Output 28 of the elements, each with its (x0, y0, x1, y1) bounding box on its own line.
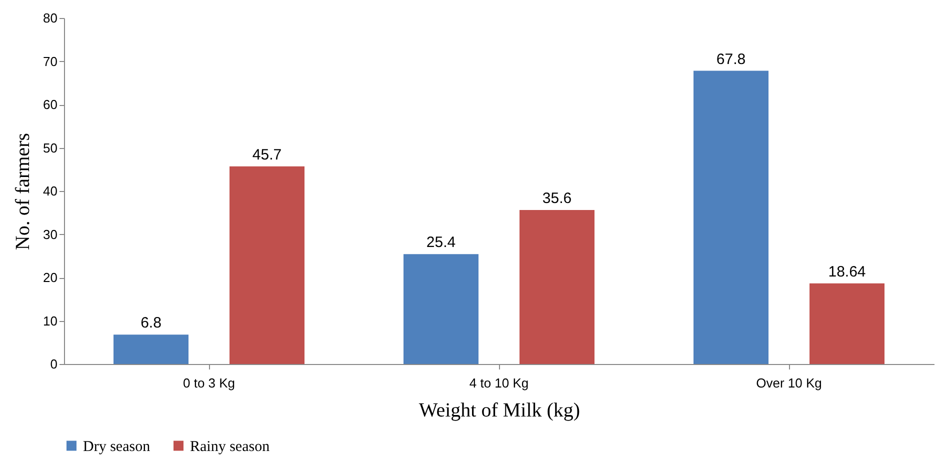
data-label: 67.8 (716, 50, 746, 68)
x-axis-title: Weight of Milk (kg) (418, 400, 580, 422)
y-tick-label: 50 (43, 140, 58, 156)
y-axis-title: No. of farmers (12, 132, 34, 250)
y-tick-label: 60 (43, 97, 58, 112)
bar (694, 70, 768, 364)
legend-label: Dry season (83, 438, 151, 455)
legend-label: Rainy season (190, 438, 270, 455)
data-label: 25.4 (426, 234, 456, 252)
y-tick-label: 40 (43, 184, 58, 198)
data-label: 35.6 (542, 190, 572, 208)
y-tick-label: 10 (43, 313, 58, 328)
bar (810, 283, 884, 364)
data-label: 6.8 (140, 314, 162, 332)
y-tick-label: 20 (43, 270, 58, 285)
y-tick-label: 30 (43, 226, 58, 242)
y-tick-label: 70 (43, 54, 58, 69)
y-tick-label: 0 (50, 356, 58, 372)
bar (114, 334, 188, 364)
x-tick-label: Over 10 Kg (756, 376, 822, 390)
data-label: 45.7 (252, 146, 282, 164)
data-label: 18.64 (828, 263, 866, 280)
y-tick-label: 80 (43, 10, 58, 26)
bar (520, 210, 594, 364)
bar (404, 254, 478, 364)
x-tick-label: 4 to 10 Kg (469, 376, 529, 390)
bar (230, 166, 304, 364)
x-tick-label: 0 to 3 Kg (182, 376, 236, 390)
